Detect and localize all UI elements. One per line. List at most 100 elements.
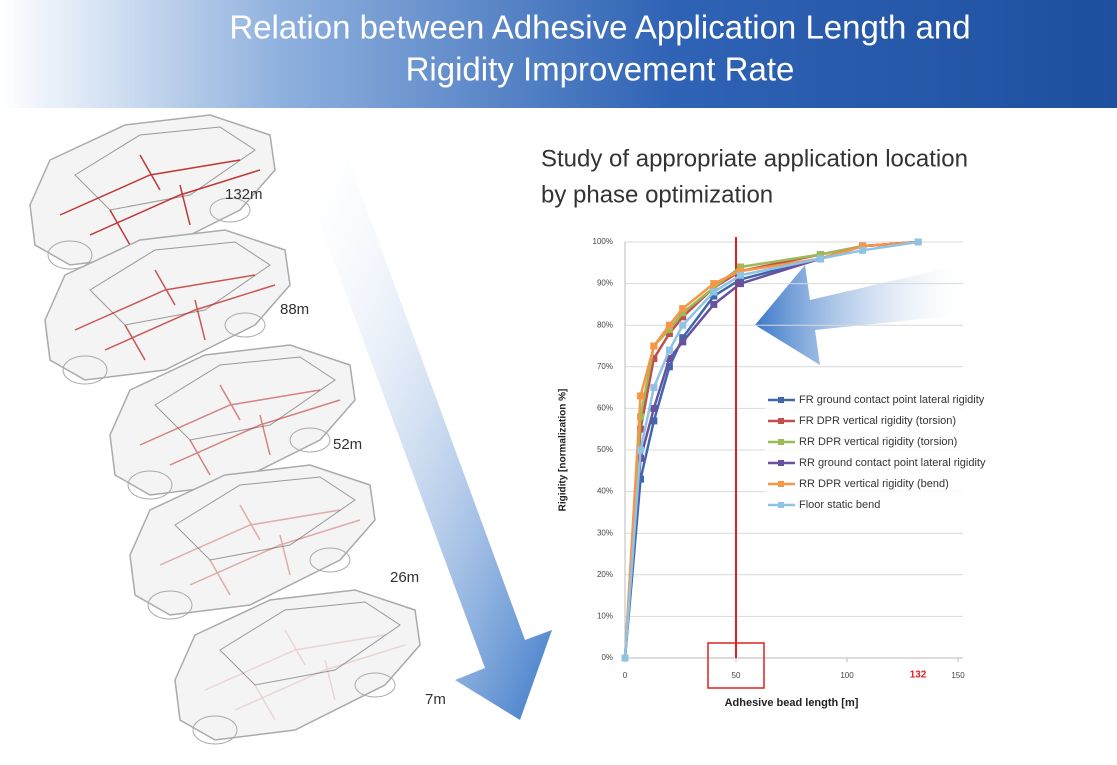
pointer-arrow: [755, 265, 960, 365]
legend-marker: [778, 460, 784, 466]
data-point: [816, 255, 824, 263]
car-adhesive: [159, 504, 361, 596]
data-point: [637, 392, 645, 400]
car-wheel: [354, 672, 396, 698]
legend-marker: [778, 397, 784, 403]
legend-marker: [778, 418, 784, 424]
car: [174, 589, 421, 745]
car-adhesive: [74, 269, 276, 361]
car-wheel: [127, 470, 173, 500]
slide-title: Relation between Adhesive Application Le…: [229, 9, 970, 46]
data-point: [859, 246, 867, 254]
y-tick-label: 0%: [601, 653, 613, 662]
data-point: [859, 242, 867, 250]
data-point: [914, 238, 922, 246]
data-point: [736, 275, 744, 283]
legend-label: FR ground contact point lateral rigidity: [799, 394, 985, 406]
car-wheel: [289, 427, 331, 453]
data-point: [736, 267, 744, 275]
series-line: [623, 240, 919, 659]
car: [109, 344, 356, 500]
car: [129, 464, 376, 620]
car-illustrations: 132m 88m 52m 26m 7m: [29, 114, 446, 745]
legend-bg: [765, 454, 1100, 472]
data-point: [637, 475, 645, 483]
data-point: [665, 330, 673, 338]
car-wheel: [224, 312, 266, 338]
data-point: [679, 313, 687, 321]
y-tick-label: 40%: [597, 487, 613, 496]
data-point: [679, 309, 687, 317]
data-point: [665, 321, 673, 329]
car: [29, 114, 276, 270]
subtitle: by phase optimization: [541, 181, 773, 208]
y-tick-label: 70%: [597, 362, 613, 371]
car-wheel: [147, 590, 193, 620]
x-tick-label: 0: [623, 671, 628, 680]
annotation: 132: [910, 670, 927, 681]
y-tick-label: 50%: [597, 445, 613, 454]
data-point: [665, 325, 673, 333]
data-point: [816, 250, 824, 258]
car-roof: [219, 601, 401, 686]
legend-bg: [765, 475, 1100, 493]
data-point: [710, 288, 718, 296]
y-tick-label: 100%: [593, 237, 613, 246]
legend-marker: [778, 481, 784, 487]
x-tick-label: 100: [840, 671, 854, 680]
car-label: 7m: [425, 691, 446, 708]
series-line: [623, 240, 919, 659]
data-point: [679, 338, 687, 346]
data-point: [665, 363, 673, 371]
legend-marker: [778, 439, 784, 445]
x-axis-label: Adhesive bead length [m]: [725, 697, 859, 709]
car-body: [129, 464, 376, 616]
y-tick-label: 60%: [597, 404, 613, 413]
chart: 0% 10% 20% 30% 40% 50% 60% 70% 80% 90% 100% 0 50 100 1…: [558, 237, 1100, 709]
data-point: [650, 404, 658, 412]
data-point: [621, 654, 629, 662]
y-tick-label: 90%: [597, 279, 613, 288]
car-body: [44, 229, 291, 381]
data-point: [710, 292, 718, 300]
y-tick-label: 30%: [597, 528, 613, 537]
legend-marker: [778, 502, 784, 508]
car-adhesive: [204, 629, 406, 721]
data-point: [665, 346, 673, 354]
data-point: [679, 305, 687, 313]
slide-title: Rigidity Improvement Rate: [406, 51, 795, 88]
y-tick-label: 10%: [597, 612, 613, 621]
legend-bg: [765, 496, 1100, 514]
data-point: [710, 280, 718, 288]
legend-label: RR DPR vertical rigidity (bend): [799, 478, 949, 490]
x-tick-label: 150: [951, 671, 965, 680]
car-wheel: [309, 547, 351, 573]
legend-label: FR DPR vertical rigidity (torsion): [799, 415, 956, 427]
car-wheel: [62, 355, 108, 385]
subtitle: Study of appropriate application locatio…: [541, 145, 968, 172]
car-label: 132m: [225, 186, 263, 203]
x-tick-label: 50: [732, 671, 741, 680]
data-point: [736, 263, 744, 271]
y-axis-label: Rigidity [normalization %]: [558, 389, 569, 512]
car-roof: [174, 476, 356, 561]
car-wheel: [209, 197, 251, 223]
data-point: [650, 342, 658, 350]
data-point: [679, 321, 687, 329]
data-point: [650, 384, 658, 392]
data-point: [650, 417, 658, 425]
car-adhesive: [139, 384, 341, 476]
data-point: [679, 334, 687, 342]
data-point: [650, 354, 658, 362]
car-wheel: [192, 715, 238, 745]
legend-bg: [765, 391, 1100, 409]
down-arrow: [300, 150, 552, 720]
car-body: [29, 114, 276, 266]
data-point: [736, 271, 744, 279]
legend-label: Floor static bend: [799, 499, 880, 511]
car-label: 52m: [333, 436, 362, 453]
y-tick-label: 20%: [597, 570, 613, 579]
y-tick-label: 80%: [597, 320, 613, 329]
data-point: [710, 300, 718, 308]
